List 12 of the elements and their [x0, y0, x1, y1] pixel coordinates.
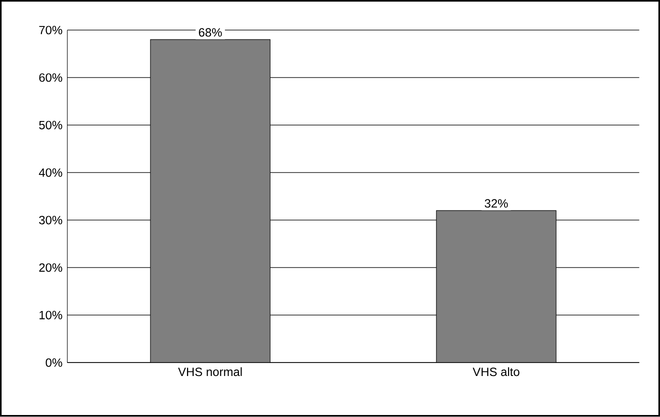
y-tick-label: 20%	[39, 264, 62, 272]
y-tick-label: 50%	[39, 121, 62, 130]
data-label: 32%	[484, 199, 508, 208]
x-tick-label: VHS normal	[178, 367, 242, 376]
x-tick-label: VHS alto	[472, 367, 520, 376]
y-tick-label: 60%	[39, 74, 62, 82]
y-tick-label: 40%	[38, 168, 62, 178]
data-label: 68%	[198, 28, 222, 37]
y-tick-label: 0%	[46, 358, 62, 368]
y-tick-label: 10%	[40, 311, 62, 320]
y-tick-label: 30%	[39, 216, 62, 225]
y-tick-label: 70%	[39, 26, 62, 35]
